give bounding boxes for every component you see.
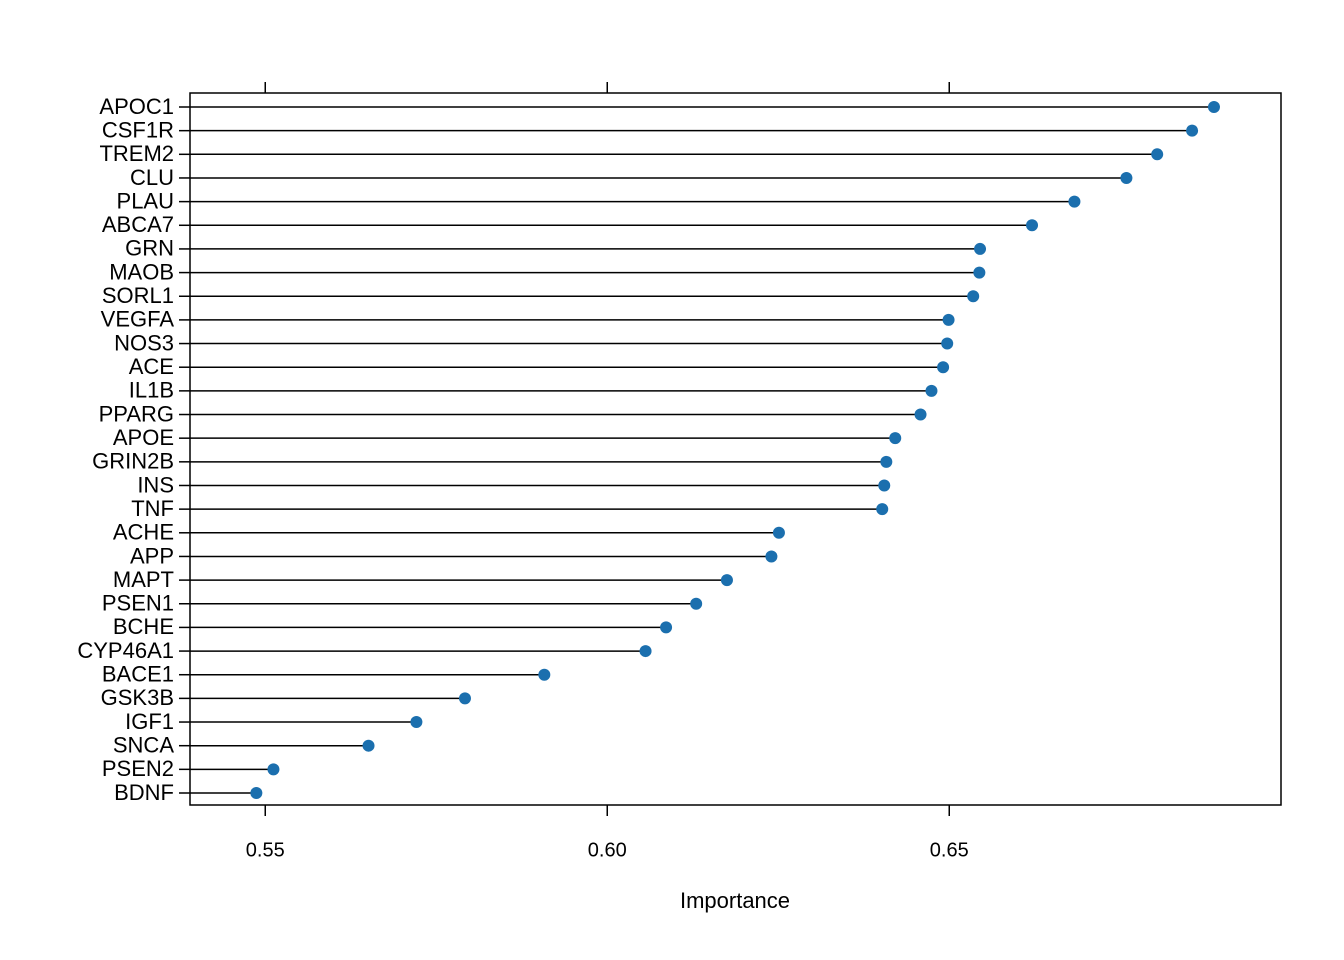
dot [941,337,954,350]
dot [362,739,375,752]
y-tick-label: IL1B [129,378,174,403]
dot [876,503,889,516]
dot [639,645,652,658]
y-tick-label: MAOB [109,259,174,284]
y-tick-label: ACE [129,354,174,379]
dot [889,432,902,445]
y-tick-label: APOE [113,425,174,450]
dot [1026,219,1039,232]
y-tick-label: INS [137,472,174,497]
dot [538,668,551,681]
y-tick-label: CSF1R [102,117,174,142]
dot [937,361,950,374]
dot [1186,124,1199,137]
y-tick-label: SORL1 [102,283,174,308]
x-tick-label: 0.60 [588,839,627,861]
y-tick-label: MAPT [113,567,174,592]
y-tick-label: TREM2 [99,141,174,166]
y-tick-label: APOC1 [99,94,174,119]
y-tick-label: CLU [130,165,174,190]
dot [1120,171,1133,184]
y-tick-label: SNCA [113,733,174,758]
y-tick-label: PSEN2 [102,756,174,781]
dot [973,266,986,279]
y-tick-label: CYP46A1 [77,638,174,663]
dot [967,290,980,303]
dot [974,242,987,255]
y-tick-label: BDNF [114,780,174,805]
x-tick-label: 0.65 [930,839,969,861]
y-tick-label: TNF [131,496,174,521]
y-tick-label: ABCA7 [102,212,174,237]
y-tick-label: VEGFA [101,307,175,332]
y-tick-label: PPARG [99,401,174,426]
dot [1068,195,1081,208]
dot [458,692,471,705]
x-axis-label: Importance [680,888,790,913]
y-tick-label: PSEN1 [102,591,174,616]
dot [880,455,893,468]
dot [942,313,955,326]
y-tick-label: PLAU [117,188,174,213]
x-tick-label: 0.55 [246,839,285,861]
y-tick-label: GSK3B [101,685,174,710]
y-tick-label: BACE1 [102,662,174,687]
dot [1207,101,1220,113]
y-tick-label: NOS3 [114,330,174,355]
dot [925,384,938,397]
y-tick-label: ACHE [113,520,174,545]
dot [410,716,423,729]
y-tick-label: IGF1 [125,709,174,734]
dot [772,526,785,539]
dot [765,550,778,563]
y-tick-label: BCHE [113,614,174,639]
y-tick-label: APP [130,543,174,568]
dot [660,621,673,634]
plot-frame [189,92,1282,806]
dot [267,763,280,776]
dot [914,408,927,421]
dot [720,574,733,587]
dot [878,479,891,492]
dot [690,597,703,610]
dot [250,787,263,799]
y-tick-label: GRN [125,236,174,261]
dot [1151,148,1164,161]
y-tick-label: GRIN2B [92,449,174,474]
